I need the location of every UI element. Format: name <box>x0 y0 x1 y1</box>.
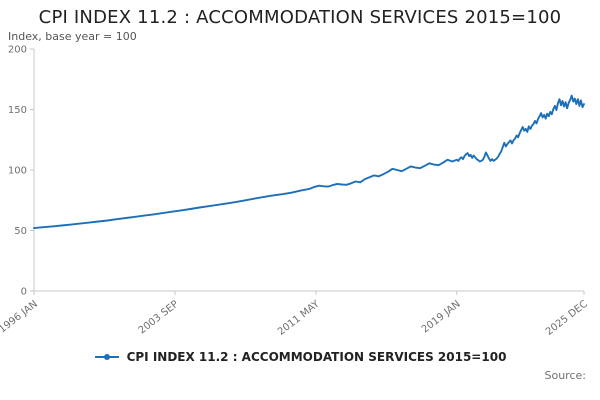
x-tick-label: 2011 MAY <box>276 298 322 338</box>
y-tick-label: 100 <box>8 166 27 177</box>
x-tick-label: 1996 JAN <box>0 299 40 336</box>
y-tick-label: 0 <box>21 287 27 298</box>
legend-item-label: CPI INDEX 11.2 : ACCOMMODATION SERVICES … <box>126 350 507 364</box>
line-series-icon <box>94 354 119 360</box>
x-tick-label: 2025 DEC <box>544 299 590 338</box>
x-tick-label: 2003 SEP <box>137 299 181 337</box>
y-tick-label: 200 <box>8 45 27 56</box>
legend-item[interactable]: CPI INDEX 11.2 : ACCOMMODATION SERVICES … <box>94 350 507 364</box>
series-line-cpi-accommodation <box>33 94 585 230</box>
cpi-line-chart: 0 50 100 150 200 1996 JAN 2003 SEP 2011 MAY 2019… <box>0 45 590 338</box>
chart-title: CPI INDEX 11.2 : ACCOMMODATION SERVICES … <box>38 7 562 28</box>
y-tick-label: 150 <box>8 105 27 116</box>
x-tick-label: 2019 JAN <box>420 299 463 336</box>
source-label: Source: <box>544 369 587 382</box>
legend: CPI INDEX 11.2 : ACCOMMODATION SERVICES … <box>0 347 600 367</box>
y-tick-label: 50 <box>14 226 27 237</box>
chart-subtitle: Index, base year = 100 <box>8 30 137 43</box>
